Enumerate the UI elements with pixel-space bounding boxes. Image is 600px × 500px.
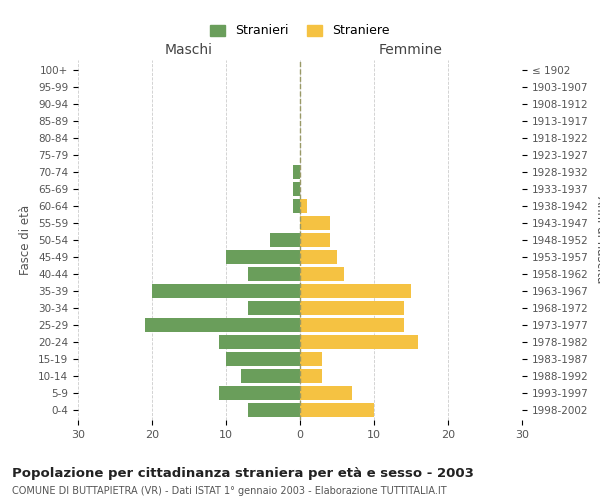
Y-axis label: Anni di nascita: Anni di nascita bbox=[594, 196, 600, 284]
Bar bbox=[218, 386, 300, 400]
Bar bbox=[152, 284, 300, 298]
Bar bbox=[226, 352, 300, 366]
Bar bbox=[248, 301, 300, 314]
Bar bbox=[241, 369, 300, 382]
Legend: Stranieri, Straniere: Stranieri, Straniere bbox=[205, 20, 395, 42]
Bar bbox=[300, 318, 404, 332]
Bar bbox=[300, 284, 411, 298]
Bar bbox=[300, 267, 344, 281]
Bar bbox=[300, 369, 322, 382]
Text: Popolazione per cittadinanza straniera per età e sesso - 2003: Popolazione per cittadinanza straniera p… bbox=[12, 468, 474, 480]
Text: COMUNE DI BUTTAPIETRA (VR) - Dati ISTAT 1° gennaio 2003 - Elaborazione TUTTITALI: COMUNE DI BUTTAPIETRA (VR) - Dati ISTAT … bbox=[12, 486, 446, 496]
Bar bbox=[226, 250, 300, 264]
Text: Femmine: Femmine bbox=[379, 42, 443, 56]
Bar bbox=[300, 199, 307, 213]
Bar bbox=[248, 267, 300, 281]
Bar bbox=[300, 301, 404, 314]
Text: Maschi: Maschi bbox=[165, 42, 213, 56]
Bar bbox=[300, 386, 352, 400]
Y-axis label: Fasce di età: Fasce di età bbox=[19, 205, 32, 275]
Bar bbox=[293, 182, 300, 196]
Bar bbox=[145, 318, 300, 332]
Bar bbox=[218, 335, 300, 348]
Bar bbox=[300, 250, 337, 264]
Bar bbox=[300, 403, 374, 416]
Bar bbox=[271, 233, 300, 247]
Bar bbox=[293, 199, 300, 213]
Bar bbox=[248, 403, 300, 416]
Bar bbox=[293, 166, 300, 179]
Bar bbox=[300, 352, 322, 366]
Bar bbox=[300, 335, 418, 348]
Bar bbox=[300, 216, 329, 230]
Bar bbox=[300, 233, 329, 247]
